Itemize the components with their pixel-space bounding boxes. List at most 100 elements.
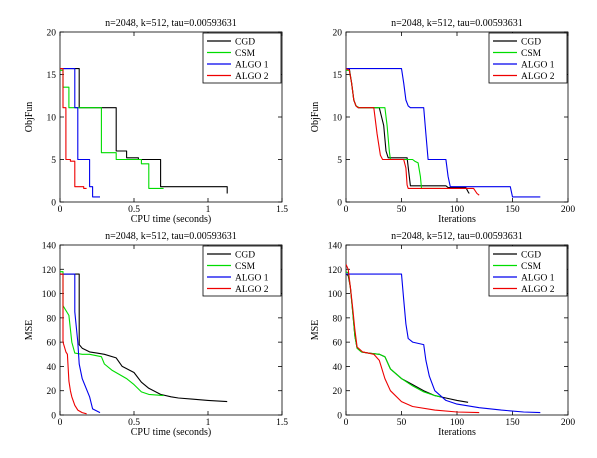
legend-label: CSM — [521, 49, 542, 59]
x-tick-label: 50 — [397, 418, 407, 428]
legend-label: CSM — [521, 262, 542, 272]
series-line-algo-1 — [60, 273, 101, 414]
series-line-algo-2 — [346, 264, 480, 414]
x-tick-label: 50 — [397, 205, 407, 215]
y-tick-label: 20 — [47, 387, 57, 397]
legend-label: ALGO 1 — [521, 61, 555, 71]
chart-title: n=2048, k=512, tau=0.00593631 — [391, 231, 523, 242]
x-tick-label: 1 — [206, 418, 211, 428]
legend-label: ALGO 2 — [235, 285, 269, 295]
x-tick-label: 0 — [344, 418, 349, 428]
x-tick-label: 100 — [450, 205, 465, 215]
legend-label: CSM — [235, 49, 256, 59]
chart-objfun-cpu: n=2048, k=512, tau=0.00593631 0 0.5 1 1.5 0 5 1… — [24, 18, 288, 225]
y-tick-label: 140 — [328, 242, 343, 252]
x-axis-label: Iterations — [438, 427, 476, 438]
x-tick-label: 100 — [450, 418, 465, 428]
x-axis-label: CPU time (seconds) — [131, 214, 212, 225]
legend-label: ALGO 1 — [521, 274, 555, 284]
series-group — [346, 68, 541, 198]
series-line-cgd — [60, 273, 228, 403]
y-tick-label: 100 — [328, 290, 343, 300]
x-tick-label: 1 — [206, 205, 211, 215]
y-axis-label: MSE — [24, 320, 35, 341]
y-tick-label: 5 — [337, 156, 342, 166]
y-tick-label: 20 — [47, 29, 57, 39]
y-tick-label: 0 — [337, 412, 342, 422]
legend-label: CGD — [521, 38, 541, 48]
series-group — [346, 264, 541, 414]
series-line-cgd — [60, 68, 228, 194]
y-tick-label: 20 — [333, 29, 343, 39]
series-line-cgd — [346, 68, 470, 194]
legend-label: ALGO 1 — [235, 61, 269, 71]
legend-label: ALGO 2 — [521, 72, 555, 82]
chart-title: n=2048, k=512, tau=0.00593631 — [391, 18, 523, 29]
x-tick-label: 150 — [505, 205, 520, 215]
plot-frame — [59, 244, 283, 416]
chart-mse-cpu: n=2048, k=512, tau=0.00593631 0 0.5 1 1.5 0 20… — [24, 231, 288, 438]
series-line-csm — [346, 69, 441, 189]
series-line-algo-2 — [60, 273, 87, 415]
legend-label: ALGO 2 — [521, 285, 555, 295]
y-tick-label: 0 — [51, 412, 56, 422]
y-tick-label: 40 — [47, 363, 57, 373]
series-line-csm — [60, 69, 164, 189]
y-tick-label: 0 — [51, 199, 56, 209]
y-tick-label: 10 — [47, 114, 57, 124]
legend-label: CSM — [235, 262, 256, 272]
series-line-algo-2 — [60, 68, 87, 189]
series-line-algo-2 — [346, 68, 480, 196]
y-tick-label: 0 — [337, 199, 342, 209]
series-line-algo-1 — [346, 273, 541, 414]
chart-title: n=2048, k=512, tau=0.00593631 — [105, 18, 237, 29]
y-tick-label: 15 — [333, 71, 343, 81]
series-line-algo-1 — [346, 68, 541, 198]
x-tick-label: 0 — [344, 205, 349, 215]
y-tick-label: 120 — [328, 266, 343, 276]
x-tick-label: 1.5 — [276, 418, 288, 428]
y-tick-label: 60 — [333, 339, 343, 349]
y-tick-label: 80 — [333, 314, 343, 324]
y-tick-label: 120 — [42, 266, 57, 276]
y-tick-label: 60 — [47, 339, 57, 349]
y-axis-label: ObjFun — [24, 102, 35, 133]
y-tick-label: 5 — [51, 156, 56, 166]
y-tick-label: 15 — [47, 71, 57, 81]
chart-title: n=2048, k=512, tau=0.00593631 — [105, 231, 237, 242]
x-tick-label: 0 — [58, 205, 63, 215]
x-tick-label: 200 — [561, 205, 576, 215]
legend-label: CGD — [235, 251, 255, 261]
legend-label: CGD — [235, 38, 255, 48]
y-tick-label: 80 — [47, 314, 57, 324]
x-tick-label: 0.5 — [128, 418, 140, 428]
chart-mse-iter: n=2048, k=512, tau=0.00593631 0 50 100 150 20… — [310, 231, 575, 438]
series-line-cgd — [346, 273, 469, 403]
x-tick-label: 200 — [561, 418, 576, 428]
x-tick-label: 0 — [58, 418, 63, 428]
x-tick-label: 150 — [505, 418, 520, 428]
y-tick-label: 100 — [42, 290, 57, 300]
y-tick-label: 140 — [42, 242, 57, 252]
series-line-csm — [60, 271, 164, 397]
series-line-csm — [346, 271, 441, 398]
x-tick-label: 0.5 — [128, 205, 140, 215]
series-group — [60, 68, 228, 198]
x-tick-label: 1.5 — [276, 205, 288, 215]
x-axis-label: CPU time (seconds) — [131, 427, 212, 438]
y-tick-label: 10 — [333, 114, 343, 124]
y-tick-label: 20 — [333, 387, 343, 397]
legend-label: ALGO 2 — [235, 72, 269, 82]
x-axis-label: Iterations — [438, 214, 476, 225]
series-line-algo-1 — [60, 68, 100, 198]
y-axis-label: MSE — [310, 320, 321, 341]
legend-label: ALGO 1 — [235, 274, 269, 284]
series-group — [60, 271, 228, 415]
legend-label: CGD — [521, 251, 541, 261]
